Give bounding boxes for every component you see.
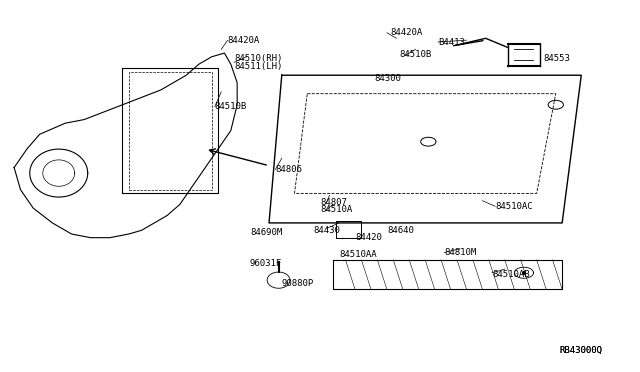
Text: 84510B: 84510B — [399, 51, 432, 60]
Text: RB43000Q: RB43000Q — [559, 346, 602, 355]
Text: 84510B: 84510B — [215, 102, 247, 111]
Text: 84510AB: 84510AB — [492, 270, 530, 279]
Text: 84806: 84806 — [275, 165, 302, 174]
Text: 84420A: 84420A — [390, 28, 422, 37]
Text: 84510A: 84510A — [320, 205, 352, 215]
Text: 84511(LH): 84511(LH) — [234, 61, 282, 71]
Text: 84553: 84553 — [543, 54, 570, 63]
Text: 84510(RH): 84510(RH) — [234, 54, 282, 63]
Text: 84420A: 84420A — [228, 36, 260, 45]
Text: 90880P: 90880P — [282, 279, 314, 288]
Text: 96031F: 96031F — [250, 259, 282, 268]
Text: 84510AC: 84510AC — [495, 202, 533, 211]
Text: RB43000Q: RB43000Q — [559, 346, 602, 355]
Text: 84430: 84430 — [314, 226, 340, 235]
Text: 84640: 84640 — [387, 226, 414, 235]
Text: 84810M: 84810M — [444, 248, 477, 257]
Text: 84690M: 84690M — [250, 228, 282, 237]
Text: 84807: 84807 — [320, 198, 347, 207]
Text: 84300: 84300 — [374, 74, 401, 83]
Text: B4413: B4413 — [438, 38, 465, 46]
Text: 84510AA: 84510AA — [339, 250, 377, 259]
Text: 84420: 84420 — [355, 233, 382, 242]
